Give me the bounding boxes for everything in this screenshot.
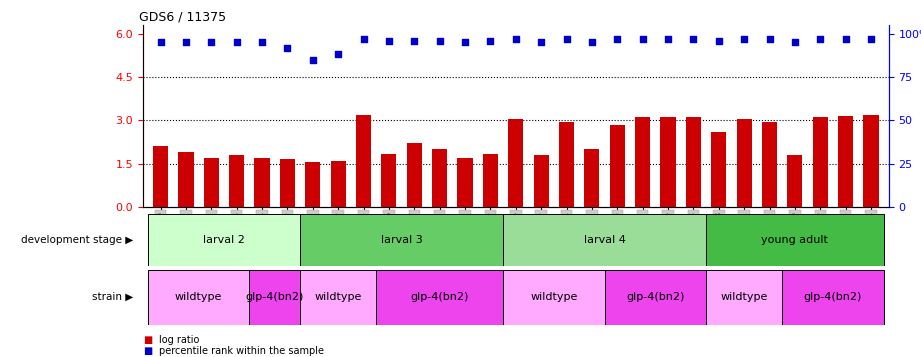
Bar (762, 122, 777, 207)
Bar (280, 159, 295, 207)
Text: log ratio: log ratio (159, 335, 200, 345)
Point (407, 38, 422, 44)
Text: glp-4(bn2): glp-4(bn2) (626, 292, 684, 302)
Point (787, 40, 802, 45)
Text: wildtype: wildtype (314, 292, 362, 302)
Point (356, 36, 371, 42)
Bar (407, 144, 422, 207)
Bar (376, 270, 503, 325)
Text: glp-4(bn2): glp-4(bn2) (411, 292, 469, 302)
Bar (483, 154, 498, 207)
Bar (458, 158, 472, 207)
Bar (686, 117, 701, 207)
Bar (559, 122, 574, 207)
Point (153, 40, 168, 45)
Point (763, 36, 777, 42)
Bar (610, 125, 624, 207)
Text: GDS6 / 11375: GDS6 / 11375 (139, 11, 227, 24)
Point (864, 36, 879, 42)
Bar (782, 270, 883, 325)
Text: glp-4(bn2): glp-4(bn2) (246, 292, 304, 302)
Bar (533, 155, 549, 207)
Text: development stage ▶: development stage ▶ (21, 235, 134, 245)
Bar (863, 115, 879, 207)
Bar (331, 161, 345, 207)
Bar (254, 158, 270, 207)
Text: ■: ■ (143, 335, 152, 345)
Point (686, 36, 701, 42)
Text: larval 4: larval 4 (584, 235, 625, 245)
Bar (737, 119, 752, 207)
Point (660, 36, 675, 42)
Bar (229, 155, 244, 207)
Bar (432, 149, 448, 207)
Point (483, 38, 497, 44)
Bar (838, 116, 853, 207)
Bar (812, 117, 828, 207)
Point (331, 52, 345, 57)
Bar (305, 162, 321, 207)
Bar (503, 270, 604, 325)
Bar (604, 270, 706, 325)
Point (280, 45, 295, 50)
Bar (660, 117, 676, 207)
Bar (381, 154, 397, 207)
Bar (503, 214, 706, 266)
Bar (179, 152, 193, 207)
Bar (300, 270, 376, 325)
Bar (706, 270, 782, 325)
Bar (711, 132, 727, 207)
Point (559, 36, 574, 42)
Bar (635, 117, 650, 207)
Bar (204, 158, 219, 207)
Bar (584, 149, 600, 207)
Point (204, 40, 218, 45)
Point (711, 38, 726, 44)
Bar (787, 155, 802, 207)
Bar (148, 214, 300, 266)
Text: glp-4(bn2): glp-4(bn2) (804, 292, 862, 302)
Bar (356, 115, 371, 207)
Text: wildtype: wildtype (530, 292, 577, 302)
Point (508, 36, 523, 42)
Text: larval 2: larval 2 (203, 235, 245, 245)
Point (432, 38, 447, 44)
Text: percentile rank within the sample: percentile rank within the sample (159, 346, 324, 356)
Bar (300, 214, 503, 266)
Point (179, 40, 193, 45)
Bar (250, 270, 300, 325)
Point (458, 40, 472, 45)
Point (381, 38, 396, 44)
Bar (508, 119, 523, 207)
Point (585, 40, 600, 45)
Point (306, 57, 321, 62)
Point (229, 40, 244, 45)
Point (737, 36, 752, 42)
Text: young adult: young adult (762, 235, 828, 245)
Text: larval 3: larval 3 (380, 235, 423, 245)
Bar (706, 214, 883, 266)
Point (838, 36, 853, 42)
Text: ■: ■ (143, 346, 152, 356)
Bar (153, 146, 169, 207)
Point (635, 36, 650, 42)
Text: wildtype: wildtype (175, 292, 222, 302)
Point (813, 36, 828, 42)
Text: wildtype: wildtype (720, 292, 768, 302)
Point (254, 40, 269, 45)
Text: strain ▶: strain ▶ (92, 292, 134, 302)
Bar (148, 270, 250, 325)
Point (534, 40, 549, 45)
Point (610, 36, 624, 42)
